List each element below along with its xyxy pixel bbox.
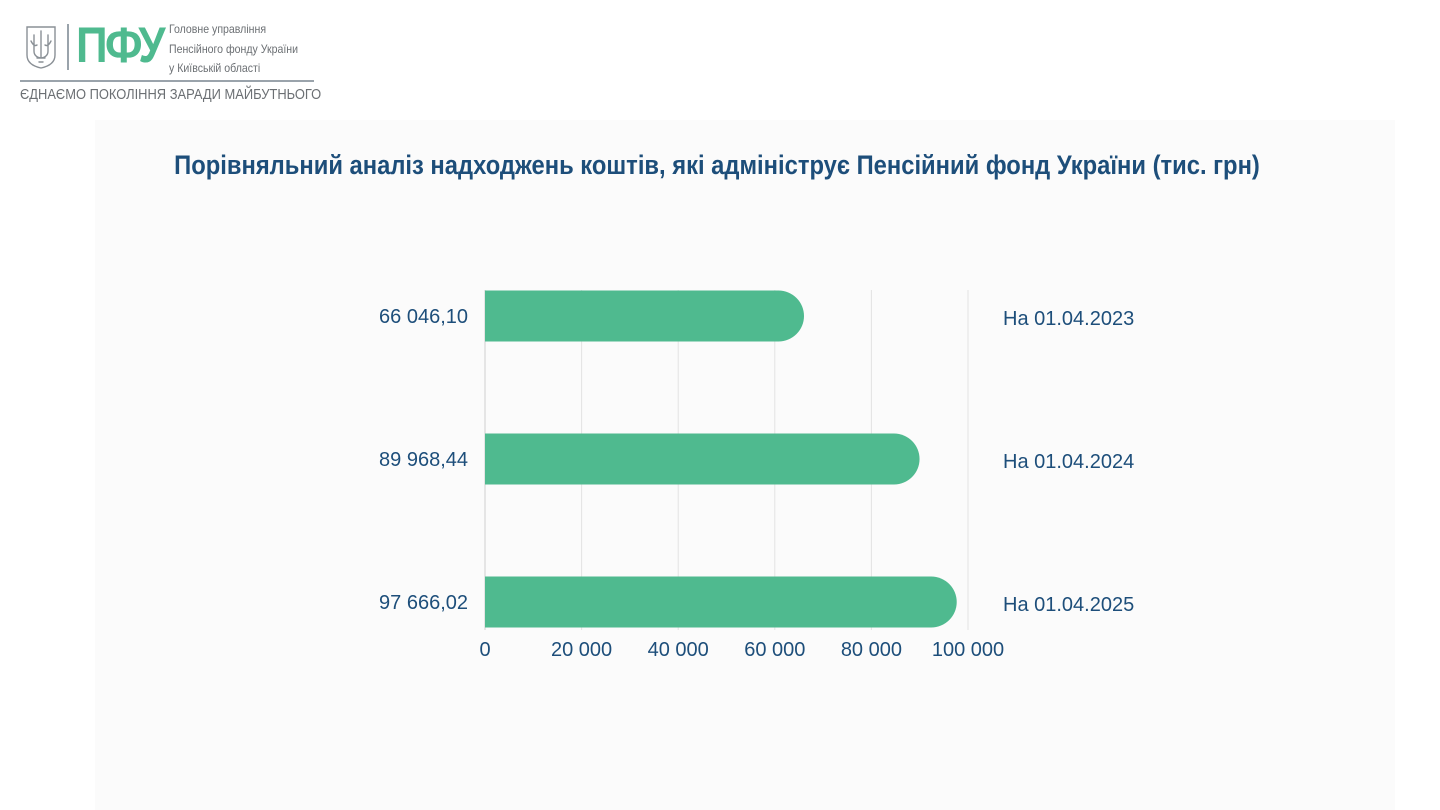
logo-wordmark: ПФУ [76,17,166,73]
bar-value-label: 89 968,44 [379,449,468,471]
pfu-logo: ПФУ Головне управління Пенсійного фонду … [20,17,322,110]
chart-title: Порівняльний аналіз надходжень коштів, я… [174,150,1260,180]
trident-emblem-icon [26,26,56,69]
x-tick-label: 40 000 [648,639,709,661]
bar-value-label: 97 666,02 [379,592,468,614]
organization-name-line: у Київській області [169,61,261,75]
x-tick-label: 20 000 [551,639,612,661]
bar [485,576,957,628]
x-tick-label: 80 000 [841,639,902,661]
bar [485,433,920,485]
bar [485,290,805,342]
category-label: На 01.04.2024 [1003,451,1134,473]
category-label: На 01.04.2023 [1003,308,1134,330]
x-tick-label: 0 [479,639,490,661]
x-tick-label: 60 000 [744,639,805,661]
chart-labels: 0 20 000 40 000 60 000 80 000 100 000 66 046,1… [379,306,1134,661]
x-tick-label: 100 000 [932,639,1004,661]
bar-value-label: 66 046,10 [379,306,468,328]
chart-bars [485,290,957,628]
organization-name: Головне управління Пенсійного фонду Укра… [169,20,298,79]
organization-name-line: Головне управління [169,22,267,36]
logo-separator [67,24,69,70]
logo-slogan: ЄДНАЄМО ПОКОЛІННЯ ЗАРАДИ МАЙБУТНЬОГО [20,86,322,103]
category-label: На 01.04.2025 [1003,594,1134,616]
organization-name-line: Пенсійного фонду України [169,41,298,56]
logo-divider [20,80,314,82]
